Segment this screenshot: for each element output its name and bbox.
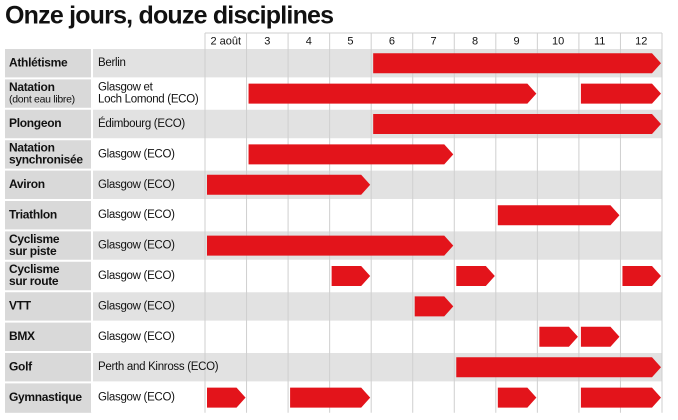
- event-bar: [373, 114, 661, 134]
- chart-title: Onze jours, douze disciplines: [5, 2, 333, 30]
- x-tick-label: 11: [594, 35, 605, 47]
- event-bar: [373, 53, 661, 74]
- location: Glasgow (ECO): [98, 270, 175, 282]
- event-bar: [539, 326, 578, 347]
- discipline-name: Plongeon: [9, 116, 61, 130]
- location: Glasgow (ECO): [98, 300, 175, 312]
- discipline-name: sur piste: [9, 244, 57, 258]
- header-blank: [5, 33, 205, 48]
- event-bar: [207, 174, 371, 195]
- discipline-name: Triathlon: [9, 207, 57, 221]
- location: Berlin: [98, 57, 126, 69]
- discipline-name: Cyclisme: [9, 262, 60, 276]
- location: Glasgow et: [98, 82, 154, 94]
- name-cell: [5, 352, 92, 383]
- event-bar: [580, 326, 620, 347]
- event-bar: [497, 387, 537, 408]
- name-cell: [5, 382, 92, 413]
- location: Glasgow (ECO): [98, 179, 175, 191]
- discipline-name: Gymnastique: [9, 390, 82, 404]
- location: Glasgow (ECO): [98, 240, 175, 252]
- x-tick-label: 9: [514, 35, 520, 47]
- event-bar: [456, 266, 495, 286]
- location: Perth and Kinross (ECO): [98, 361, 219, 373]
- name-cell: [5, 139, 92, 170]
- x-tick-label: 5: [347, 35, 353, 47]
- x-tick-label: 3: [264, 35, 270, 47]
- discipline-name: Natation: [9, 141, 55, 155]
- discipline-name: VTT: [9, 299, 32, 313]
- x-tick-label: 4: [306, 35, 312, 47]
- row-background: [5, 291, 662, 322]
- name-cell: [5, 321, 92, 352]
- event-bar: [331, 266, 371, 286]
- event-bar: [497, 205, 620, 226]
- x-tick-label: 6: [389, 35, 395, 47]
- location: Glasgow (ECO): [98, 392, 175, 404]
- discipline-name: Natation: [9, 80, 55, 94]
- name-cell: [5, 291, 92, 322]
- location: Glasgow (ECO): [98, 148, 175, 160]
- name-cell: [5, 260, 92, 292]
- event-bar: [580, 83, 661, 104]
- name-cell: [5, 230, 92, 261]
- discipline-name: Cyclisme: [9, 232, 60, 246]
- location: Édimbourg (ECO): [98, 117, 185, 130]
- name-cell: [5, 169, 92, 200]
- event-bar: [414, 296, 454, 317]
- location: Loch Lomond (ECO): [98, 94, 199, 106]
- x-tick-label: 10: [552, 35, 564, 47]
- name-cell: [5, 200, 92, 231]
- event-bar: [290, 387, 371, 408]
- x-tick-label: 7: [430, 35, 436, 47]
- location: Glasgow (ECO): [98, 331, 175, 343]
- event-bar: [207, 235, 454, 256]
- name-cell: [5, 78, 92, 109]
- event-bar: [248, 83, 537, 104]
- event-bar: [580, 387, 661, 408]
- x-tick-label: 12: [635, 35, 647, 47]
- name-cell: [5, 108, 92, 140]
- discipline-name: Aviron: [9, 177, 45, 191]
- discipline-name: BMX: [9, 329, 35, 343]
- x-tick-label: 8: [472, 35, 478, 47]
- location: Glasgow (ECO): [98, 209, 175, 221]
- discipline-name: Athlétisme: [9, 55, 68, 69]
- x-tick-label: 2 août: [210, 35, 241, 47]
- event-bar: [207, 387, 246, 408]
- discipline-name: synchronisée: [9, 153, 83, 167]
- discipline-name: Golf: [9, 359, 33, 373]
- event-bar: [248, 144, 454, 165]
- discipline-name: sur route: [9, 274, 59, 288]
- event-bar: [456, 357, 661, 378]
- event-bar: [622, 266, 661, 286]
- name-cell: [5, 48, 92, 79]
- discipline-name: (dont eau libre): [9, 93, 75, 105]
